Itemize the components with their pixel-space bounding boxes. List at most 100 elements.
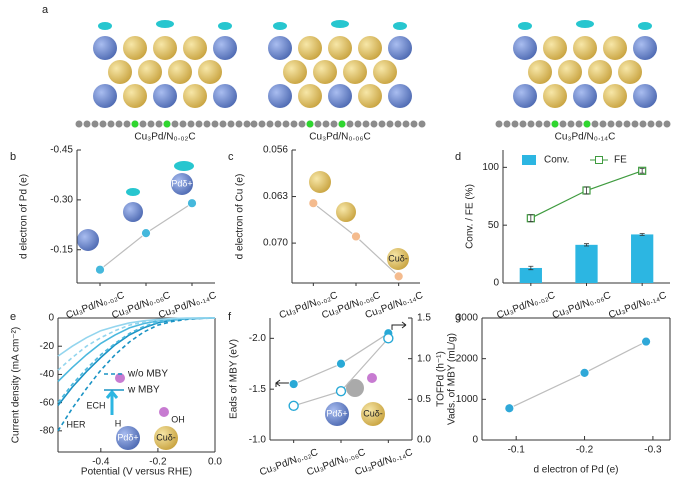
legend-label: w/o MBY [127,369,168,380]
x-tick-label: Cu₃Pd/N₀.₀₂C [495,290,556,321]
annotation: ECH [86,400,105,410]
panel-label: b [10,151,16,163]
y-axis-label: Conv. / FE (%) [465,184,476,249]
x-axis-label: d electron of Pd (e) [533,465,618,476]
arrow [105,389,119,415]
legend-swatch [595,156,603,164]
marker [383,333,394,344]
series-line [57,317,215,357]
x-tick-label: Cu₃Pd/N₀.₀₆C [551,290,612,321]
legend-label: w MBY [127,385,160,396]
marker [641,336,651,347]
x-tick-label: Cu₃Pd/N₀.₁₄C [607,290,668,321]
molecule-atom [159,407,169,417]
annotation: OH [171,414,185,424]
structure-caption: Cu₃Pd/N₀.₀₆C [309,132,370,143]
structure [79,20,253,124]
marker [288,400,299,412]
series-line [509,341,647,409]
y-tick-label: -1.0 [249,435,267,446]
panel-label: c [228,151,234,163]
y-axis-label: d electron of Pd (e) [19,174,30,259]
x-tick-label: -0.2 [149,457,167,468]
charge-lobe [174,161,194,171]
legend-label: Conv. [544,155,569,166]
panel-label: d [455,151,461,163]
axis-arrow [275,379,290,387]
marker [335,386,347,397]
cu-atom [336,202,356,222]
error-bar [584,186,589,195]
annotation: H [115,418,122,428]
panel-label: a [42,4,49,16]
annotation: Cuδ- [363,408,383,418]
marker [187,198,197,209]
structure-caption: Cu₃Pd/N₀.₁₄C [555,132,616,143]
y-tick-label: -0.30 [50,195,73,206]
structure [499,20,673,124]
molecule-atom [346,379,364,397]
y-tick-label: -1.5 [249,384,267,395]
marker [288,379,299,389]
y2-tick-label: 0.0 [417,435,431,446]
legend-swatch [522,155,536,165]
y-axis-label: Eads of MBY (eV) [229,339,240,419]
panel-label: f [228,311,232,323]
y-tick-label: -20 [40,341,55,352]
annotation: Cuδ- [388,253,408,263]
marker [504,403,515,414]
y-tick-label: 3000 [456,313,479,324]
annotation: Cuδ- [156,432,176,442]
pd-atom [325,402,349,426]
annotation: Pdδ+ [117,432,138,442]
y-tick-label: 50 [488,220,500,231]
annotation: HER [66,419,86,429]
annotation: Pdδ+ [326,408,347,418]
marker [141,228,151,239]
x-tick-label: -0.1 [508,445,526,456]
marker [95,264,105,275]
x-axis-label: Potential (V versus RHE) [81,467,192,478]
y-tick-label: 0.070 [263,238,288,249]
y-tick-label: -40 [40,369,55,380]
axis-arrow [391,321,407,330]
marker [393,271,404,282]
error-bar [528,265,534,271]
panel-label: e [10,311,16,323]
marker [336,358,346,369]
y-tick-label: -80 [40,425,55,436]
series-line [57,317,215,371]
y-tick-label: 0 [493,278,499,289]
cu-atom [309,171,331,193]
bar [575,244,598,283]
pd-atom [171,173,193,195]
pd-atom [116,426,140,450]
y-axis-label: Current density (mA cm⁻²) [11,327,22,443]
marker [308,198,319,209]
pd-atom [77,229,99,251]
structure [254,20,428,124]
y-tick-label: -60 [40,397,55,408]
x-tick-label: -0.4 [92,457,110,468]
y2-tick-label: 0.5 [417,394,431,405]
cu-atom [387,248,409,270]
cu-atom [154,426,178,450]
marker [579,367,590,378]
y2-tick-label: 1.0 [417,353,431,364]
x-tick-label: -0.3 [644,445,662,456]
molecule-atom [367,373,377,383]
y2-axis-label: Vads. of MBY (mL/g) [447,333,458,425]
bar [631,234,654,283]
bar [519,267,542,283]
marker [351,231,361,242]
structure-caption: Cu₃Pd/N₀.₀₂C [134,132,195,143]
y-tick-label: 0.056 [263,145,288,156]
y2-tick-label: 1.5 [417,313,431,324]
annotation: Pdδ+ [171,178,192,188]
error-bar [528,214,534,223]
molecule-atom [115,373,125,383]
panel-label: g [455,311,461,323]
y-tick-label: 1000 [456,394,479,405]
y-tick-label: 0.063 [263,191,288,202]
